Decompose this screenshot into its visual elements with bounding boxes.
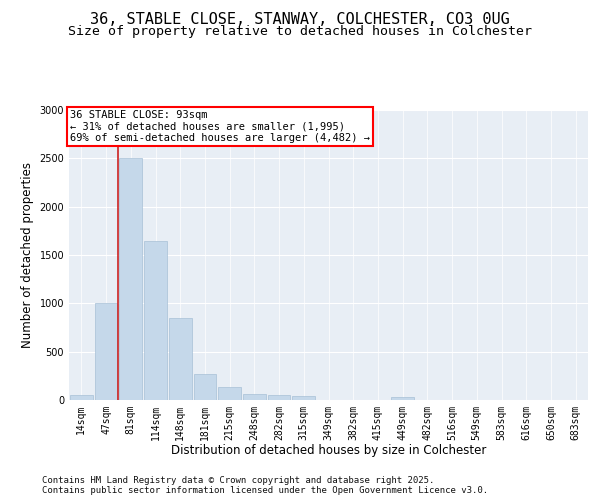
Text: 36 STABLE CLOSE: 93sqm
← 31% of detached houses are smaller (1,995)
69% of semi-: 36 STABLE CLOSE: 93sqm ← 31% of detached…	[70, 110, 370, 143]
Bar	[144, 240, 167, 400]
Text: Contains HM Land Registry data © Crown copyright and database right 2025.: Contains HM Land Registry data © Crown c…	[42, 476, 434, 485]
Bar	[391, 397, 414, 400]
Bar	[218, 388, 241, 400]
Bar	[169, 318, 191, 400]
Text: Contains public sector information licensed under the Open Government Licence v3: Contains public sector information licen…	[42, 486, 488, 495]
X-axis label: Distribution of detached houses by size in Colchester: Distribution of detached houses by size …	[171, 444, 486, 458]
Bar	[292, 396, 315, 400]
Bar	[119, 158, 142, 400]
Bar	[194, 374, 216, 400]
Text: Size of property relative to detached houses in Colchester: Size of property relative to detached ho…	[68, 25, 532, 38]
Bar	[95, 304, 118, 400]
Text: 36, STABLE CLOSE, STANWAY, COLCHESTER, CO3 0UG: 36, STABLE CLOSE, STANWAY, COLCHESTER, C…	[90, 12, 510, 28]
Bar	[70, 395, 93, 400]
Bar	[243, 394, 266, 400]
Bar	[268, 394, 290, 400]
Y-axis label: Number of detached properties: Number of detached properties	[21, 162, 34, 348]
